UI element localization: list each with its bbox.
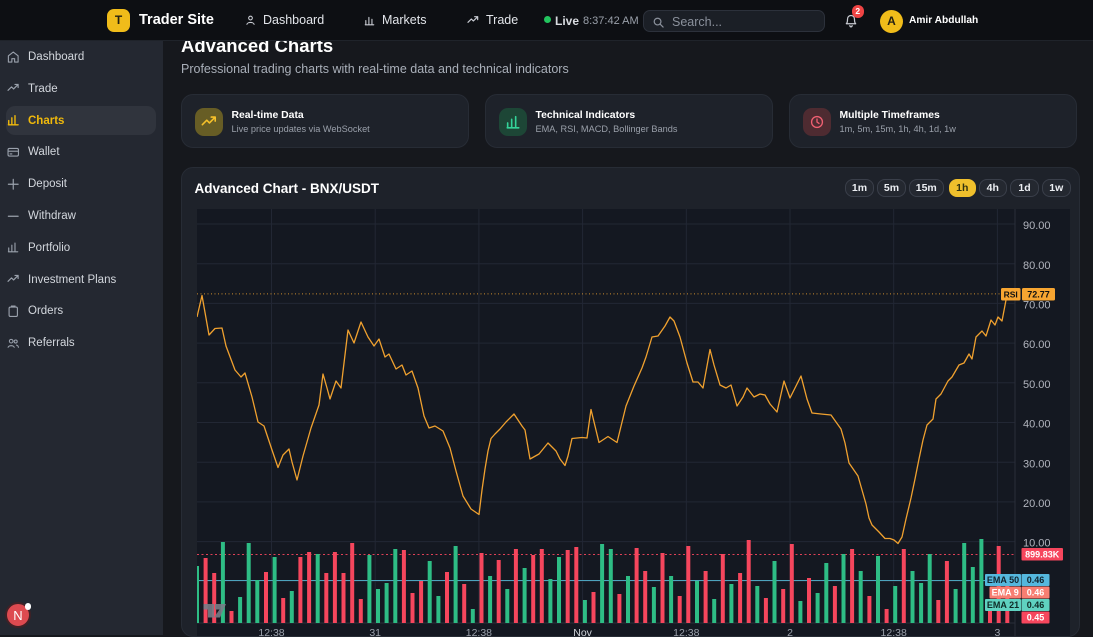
- svg-text:RSI: RSI: [1004, 289, 1018, 299]
- svg-text:50.00: 50.00: [1023, 379, 1051, 391]
- svg-text:40.00: 40.00: [1023, 419, 1051, 431]
- svg-text:2: 2: [787, 627, 793, 636]
- svg-text:31: 31: [369, 627, 381, 636]
- svg-text:0.45: 0.45: [1027, 613, 1045, 623]
- svg-text:EMA 9: EMA 9: [992, 588, 1019, 598]
- svg-text:80.00: 80.00: [1023, 260, 1051, 272]
- svg-text:0.46: 0.46: [1027, 575, 1045, 585]
- svg-text:12:38: 12:38: [673, 627, 699, 636]
- svg-text:12:38: 12:38: [881, 627, 907, 636]
- svg-text:30.00: 30.00: [1023, 458, 1051, 470]
- svg-text:12:38: 12:38: [466, 627, 492, 636]
- svg-text:12:38: 12:38: [258, 627, 284, 636]
- svg-text:EMA 50: EMA 50: [987, 575, 1019, 585]
- svg-text:EMA 21: EMA 21: [987, 600, 1019, 610]
- svg-text:0.46: 0.46: [1027, 600, 1045, 610]
- svg-text:70.00: 70.00: [1023, 300, 1051, 312]
- svg-text:10.00: 10.00: [1023, 538, 1051, 550]
- svg-text:90.00: 90.00: [1023, 220, 1051, 232]
- svg-text:899.83K: 899.83K: [1025, 550, 1060, 560]
- svg-text:3: 3: [994, 627, 1000, 636]
- svg-text:20.00: 20.00: [1023, 498, 1051, 510]
- svg-text:0.46: 0.46: [1027, 588, 1045, 598]
- svg-text:Nov: Nov: [573, 627, 592, 636]
- svg-text:72.77: 72.77: [1027, 289, 1050, 299]
- svg-text:60.00: 60.00: [1023, 339, 1051, 351]
